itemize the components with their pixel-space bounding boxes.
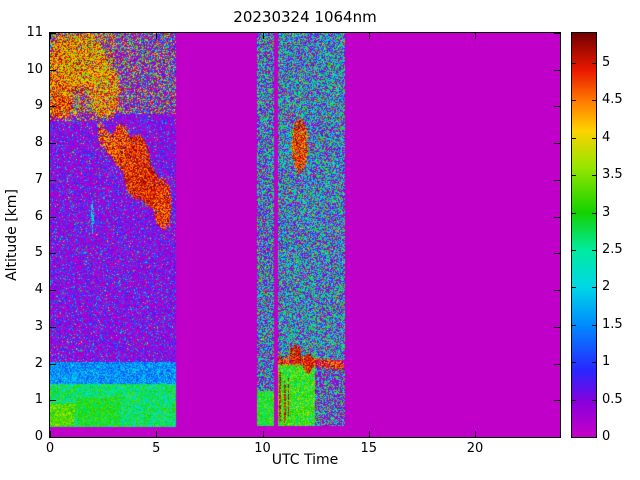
y-tick-mark [554,106,560,108]
colorbar-tick-label: 0 [602,429,611,444]
y-tick-mark [554,143,560,145]
y-tick-mark [50,143,56,145]
colorbar-tick-mark [572,249,576,251]
x-tick-label: 20 [466,441,484,456]
colorbar-tick-mark [592,362,596,364]
colorbar-tick-mark [572,212,576,214]
colorbar-tick-mark [592,399,596,401]
y-tick-mark [50,400,56,402]
y-tick-mark [554,326,560,328]
y-tick-label: 6 [34,208,43,224]
colorbar-tick-mark [592,100,596,102]
x-tick-label: 5 [152,441,161,456]
y-tick-mark [50,33,56,34]
chart-title: 20230324 1064nm [233,8,377,26]
y-tick-mark [554,253,560,255]
y-tick-label: 2 [34,355,43,371]
colorbar-tick-mark [592,212,596,214]
x-tick-mark [262,33,264,39]
colorbar-canvas [572,33,596,437]
y-tick-mark [554,400,560,402]
colorbar-tick-label: 4.5 [602,92,623,108]
y-tick-label: 9 [34,98,43,114]
x-tick-mark [50,431,51,437]
heatmap-canvas [50,33,560,437]
y-tick-label: 0 [34,429,43,444]
y-tick-label: 11 [26,25,43,40]
x-tick-mark [475,431,476,437]
colorbar-tick-mark [572,362,576,364]
x-tick-label: 10 [254,441,271,456]
x-tick-mark [156,431,158,437]
colorbar-tick-label: 3 [602,204,611,220]
colorbar-tick-label: 2.5 [602,241,623,257]
y-tick-mark [50,253,56,255]
colorbar-tick-label: 1 [602,354,611,370]
colorbar-tick-mark [592,175,596,177]
colorbar-tick-label: 1.5 [602,316,623,332]
colorbar-tick-mark [572,137,576,139]
colorbar-tick-mark [592,324,596,326]
colorbar-tick-label: 3.5 [602,167,623,183]
y-tick-mark [50,69,56,71]
colorbar-tick-mark [572,399,576,401]
y-tick-mark [554,290,560,292]
y-tick-mark [50,437,56,438]
x-axis-label: UTC Time [271,452,339,468]
colorbar-tick-mark [592,437,596,438]
y-tick-mark [554,179,560,181]
y-tick-mark [554,363,560,365]
colorbar-tick-mark [572,175,576,177]
colorbar-tick-mark [572,100,576,102]
x-tick-mark [262,431,264,437]
colorbar-tick-mark [592,62,596,64]
colorbar-tick-label: 2 [602,279,611,295]
x-tick-label: 15 [360,441,378,456]
y-tick-label: 3 [34,318,43,334]
colorbar-tick-mark [592,287,596,289]
y-tick-mark [554,216,560,218]
x-tick-mark [156,33,158,39]
y-tick-mark [50,106,56,108]
y-tick-label: 5 [34,245,43,261]
x-tick-mark [368,431,370,437]
x-tick-mark [475,33,476,39]
y-tick-mark [50,216,56,218]
y-tick-label: 7 [34,171,43,187]
y-tick-label: 4 [34,282,43,298]
colorbar-tick-mark [572,287,576,289]
colorbar-tick-mark [572,324,576,326]
colorbar-tick-mark [572,437,576,438]
y-tick-mark [50,290,56,292]
y-tick-mark [50,179,56,181]
y-tick-label: 10 [26,61,43,77]
x-tick-mark [368,33,370,39]
colorbar-tick-mark [592,137,596,139]
y-tick-label: 1 [34,392,43,408]
y-tick-label: 8 [34,135,43,151]
colorbar-tick-label: 0.5 [602,391,623,407]
y-tick-mark [554,33,560,34]
colorbar-tick-label: 4 [602,129,611,145]
y-tick-mark [554,69,560,71]
colorbar-tick-mark [572,62,576,64]
colorbar-tick-mark [592,249,596,251]
y-tick-mark [50,326,56,328]
x-tick-mark [50,33,51,39]
y-tick-mark [554,437,560,438]
colorbar-tick-label: 5 [602,54,611,70]
y-tick-mark [50,363,56,365]
x-tick-label: 0 [45,441,55,456]
